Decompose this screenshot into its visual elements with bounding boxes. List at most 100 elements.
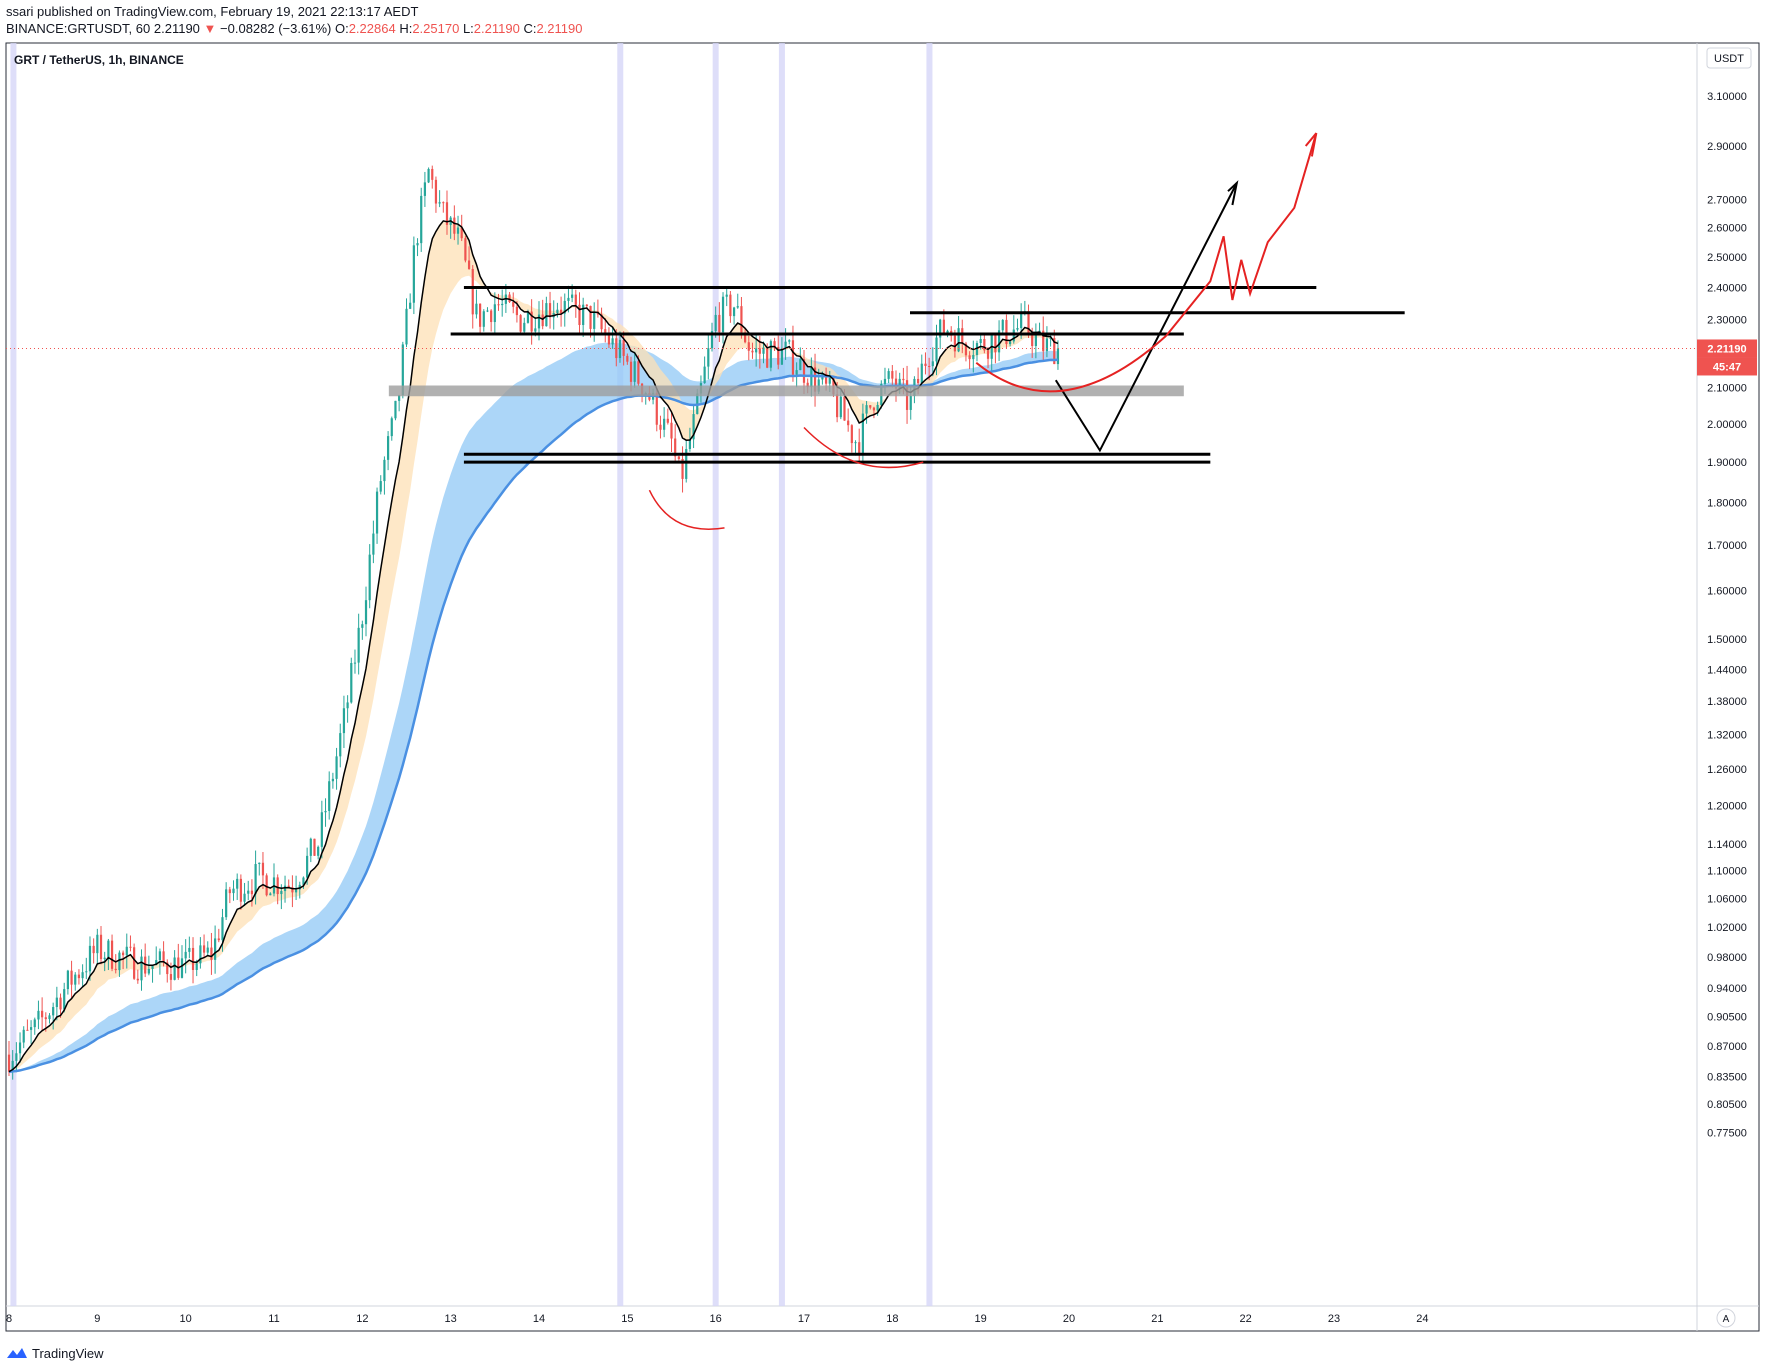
candle-body xyxy=(368,554,371,601)
y-tick-label: 0.94000 xyxy=(1707,983,1747,995)
candle-body xyxy=(939,319,942,338)
price-axis[interactable]: 3.10000 2.90000 2.70000 2.60000 2.50000 2.400… xyxy=(1707,91,1747,1139)
x-tick-label: 22 xyxy=(1240,1313,1252,1325)
candle-body xyxy=(666,418,669,423)
candle-body xyxy=(659,424,662,430)
close-value: 2.21190 xyxy=(536,21,583,36)
candle-body xyxy=(364,600,368,625)
candle-body xyxy=(158,951,162,961)
candle-body xyxy=(1053,338,1056,365)
y-tick-label: 1.60000 xyxy=(1707,586,1747,598)
candle-body xyxy=(729,294,732,317)
candle-body xyxy=(802,359,806,383)
time-axis[interactable]: 8 9 10 11 12 13 14 15 16 17 18 19 20 21 22 23 24 xyxy=(6,1313,1429,1325)
candle-body xyxy=(15,1053,18,1061)
x-tick-label: 13 xyxy=(445,1313,457,1325)
candle-body xyxy=(420,195,423,244)
y-tick-label: 2.40000 xyxy=(1707,282,1747,294)
candle-body xyxy=(239,878,242,902)
candle-body xyxy=(703,366,706,384)
x-tick-label: 12 xyxy=(356,1313,368,1325)
candle-body xyxy=(33,1019,36,1028)
candle-body xyxy=(265,875,268,896)
y-tick-label: 2.10000 xyxy=(1707,382,1747,394)
candle-body xyxy=(372,533,375,555)
candle-body xyxy=(133,947,136,979)
x-tick-label: 9 xyxy=(94,1313,100,1325)
candle-body xyxy=(935,337,938,362)
candle-body xyxy=(460,227,463,239)
candle-body xyxy=(611,338,614,345)
candle-body xyxy=(199,945,202,964)
candle-body xyxy=(339,733,342,757)
footer: TradingView xyxy=(6,1342,104,1364)
candle-body xyxy=(70,970,73,985)
candle-body xyxy=(7,1054,11,1072)
candle-body xyxy=(858,442,861,453)
candle-body xyxy=(155,960,158,966)
candle-body xyxy=(1016,328,1019,330)
candle-body xyxy=(63,989,66,1010)
candle-body xyxy=(309,838,312,856)
candle-body xyxy=(294,889,298,893)
candle-body xyxy=(254,864,257,895)
x-tick-label: 18 xyxy=(886,1313,898,1325)
candle-body xyxy=(526,311,530,323)
tradingview-logo-icon xyxy=(7,1348,27,1358)
candle-body xyxy=(928,365,931,367)
candle-body xyxy=(732,307,736,317)
candle-body xyxy=(563,300,566,314)
candle-body xyxy=(442,202,445,204)
auto-scale-button[interactable] xyxy=(1716,1308,1736,1328)
y-tick-label: 1.14000 xyxy=(1707,839,1747,851)
candle-body xyxy=(41,1010,44,1018)
candle-body xyxy=(110,940,114,969)
x-tick-label: 15 xyxy=(621,1313,633,1325)
currency-badge[interactable] xyxy=(1706,47,1752,69)
candlestick-series xyxy=(7,165,1060,1080)
candle-body xyxy=(957,328,960,352)
currency-badge-label: USDT xyxy=(1714,53,1744,65)
candle-body xyxy=(876,404,879,411)
candle-body xyxy=(769,341,772,368)
candle-body xyxy=(125,946,128,956)
change-label: −0.08282 (−3.61%) xyxy=(220,21,332,36)
cup-curve xyxy=(975,334,1167,393)
candle-body xyxy=(1031,333,1034,347)
candle-body xyxy=(276,877,279,895)
y-tick-label: 2.30000 xyxy=(1707,314,1747,326)
x-tick-label: 11 xyxy=(268,1313,279,1325)
price-tag-label: 2.21190 xyxy=(1707,343,1746,355)
candle-body xyxy=(195,963,198,970)
candle-body xyxy=(655,392,658,425)
price-tag-box xyxy=(1697,339,1757,358)
y-tick-label: 0.83500 xyxy=(1707,1072,1747,1084)
low-value: 2.21190 xyxy=(473,21,520,36)
candle-body xyxy=(416,243,419,246)
candle-body xyxy=(556,309,559,314)
candle-body xyxy=(320,812,323,847)
candle-body xyxy=(88,945,92,972)
y-tick-label: 0.77500 xyxy=(1707,1127,1747,1139)
candle-body xyxy=(250,890,254,895)
candle-body xyxy=(766,347,769,368)
slow-ma-band xyxy=(9,342,1058,1072)
session-break xyxy=(712,43,719,1306)
candle-body xyxy=(118,952,121,971)
rebound-curve xyxy=(803,426,924,469)
candle-body xyxy=(1049,338,1052,340)
candle-body xyxy=(423,182,427,196)
candle-body xyxy=(298,884,301,890)
symbol-line: BINANCE:GRTUSDT, 60 2.21190 ▼ −0.08282 (… xyxy=(6,20,582,37)
candle-body xyxy=(350,663,353,703)
candle-body xyxy=(582,304,585,326)
y-tick-label: 0.90500 xyxy=(1707,1012,1747,1024)
candle-body xyxy=(490,310,493,323)
candle-body xyxy=(979,339,982,344)
x-tick-label: 17 xyxy=(798,1313,810,1325)
candle-body xyxy=(508,294,511,303)
candle-body xyxy=(313,838,316,856)
candle-body xyxy=(324,810,327,813)
candle-body xyxy=(129,946,132,948)
